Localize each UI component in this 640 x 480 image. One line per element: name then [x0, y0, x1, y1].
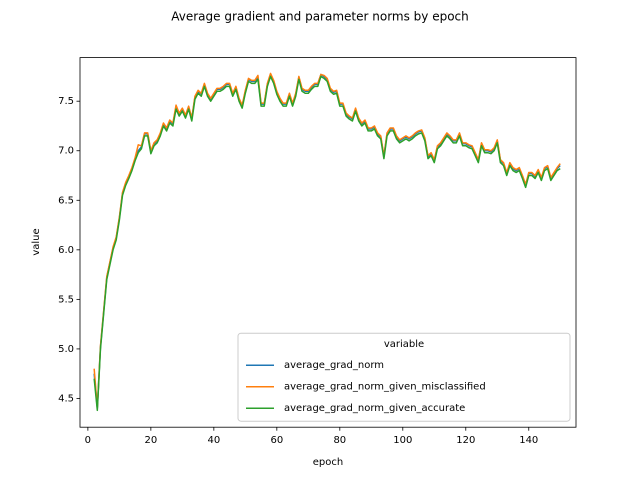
x-tick-label: 140: [519, 435, 538, 446]
y-tick-label: 6.5: [58, 195, 74, 206]
x-tick-label: 60: [270, 435, 283, 446]
y-tick-label: 7.5: [58, 96, 74, 107]
x-tick-label: 40: [207, 435, 220, 446]
y-tick-label: 7.0: [58, 146, 74, 157]
x-tick-label: 100: [393, 435, 412, 446]
y-tick-label: 5.5: [58, 294, 74, 305]
x-tick-label: 80: [333, 435, 346, 446]
legend-label: average_grad_norm_given_accurate: [284, 403, 465, 414]
chart-title: Average gradient and parameter norms by …: [171, 10, 469, 24]
y-tick-label: 6.0: [58, 245, 74, 256]
legend-label: average_grad_norm: [284, 360, 384, 371]
series-line: [93, 75, 561, 412]
x-axis-label: epoch: [313, 457, 343, 468]
series-line: [93, 72, 561, 409]
legend-title: variable: [384, 339, 424, 350]
legend-label: average_grad_norm_given_misclassified: [284, 382, 486, 393]
x-tick-label: 120: [456, 435, 475, 446]
y-axis-label: value: [31, 228, 42, 255]
x-tick-label: 20: [144, 435, 157, 446]
y-tick-label: 4.5: [58, 393, 74, 404]
x-tick-label: 0: [85, 435, 91, 446]
legend-box: [237, 332, 571, 422]
y-tick-label: 5.0: [58, 344, 74, 355]
plot-frame: [79, 57, 577, 428]
